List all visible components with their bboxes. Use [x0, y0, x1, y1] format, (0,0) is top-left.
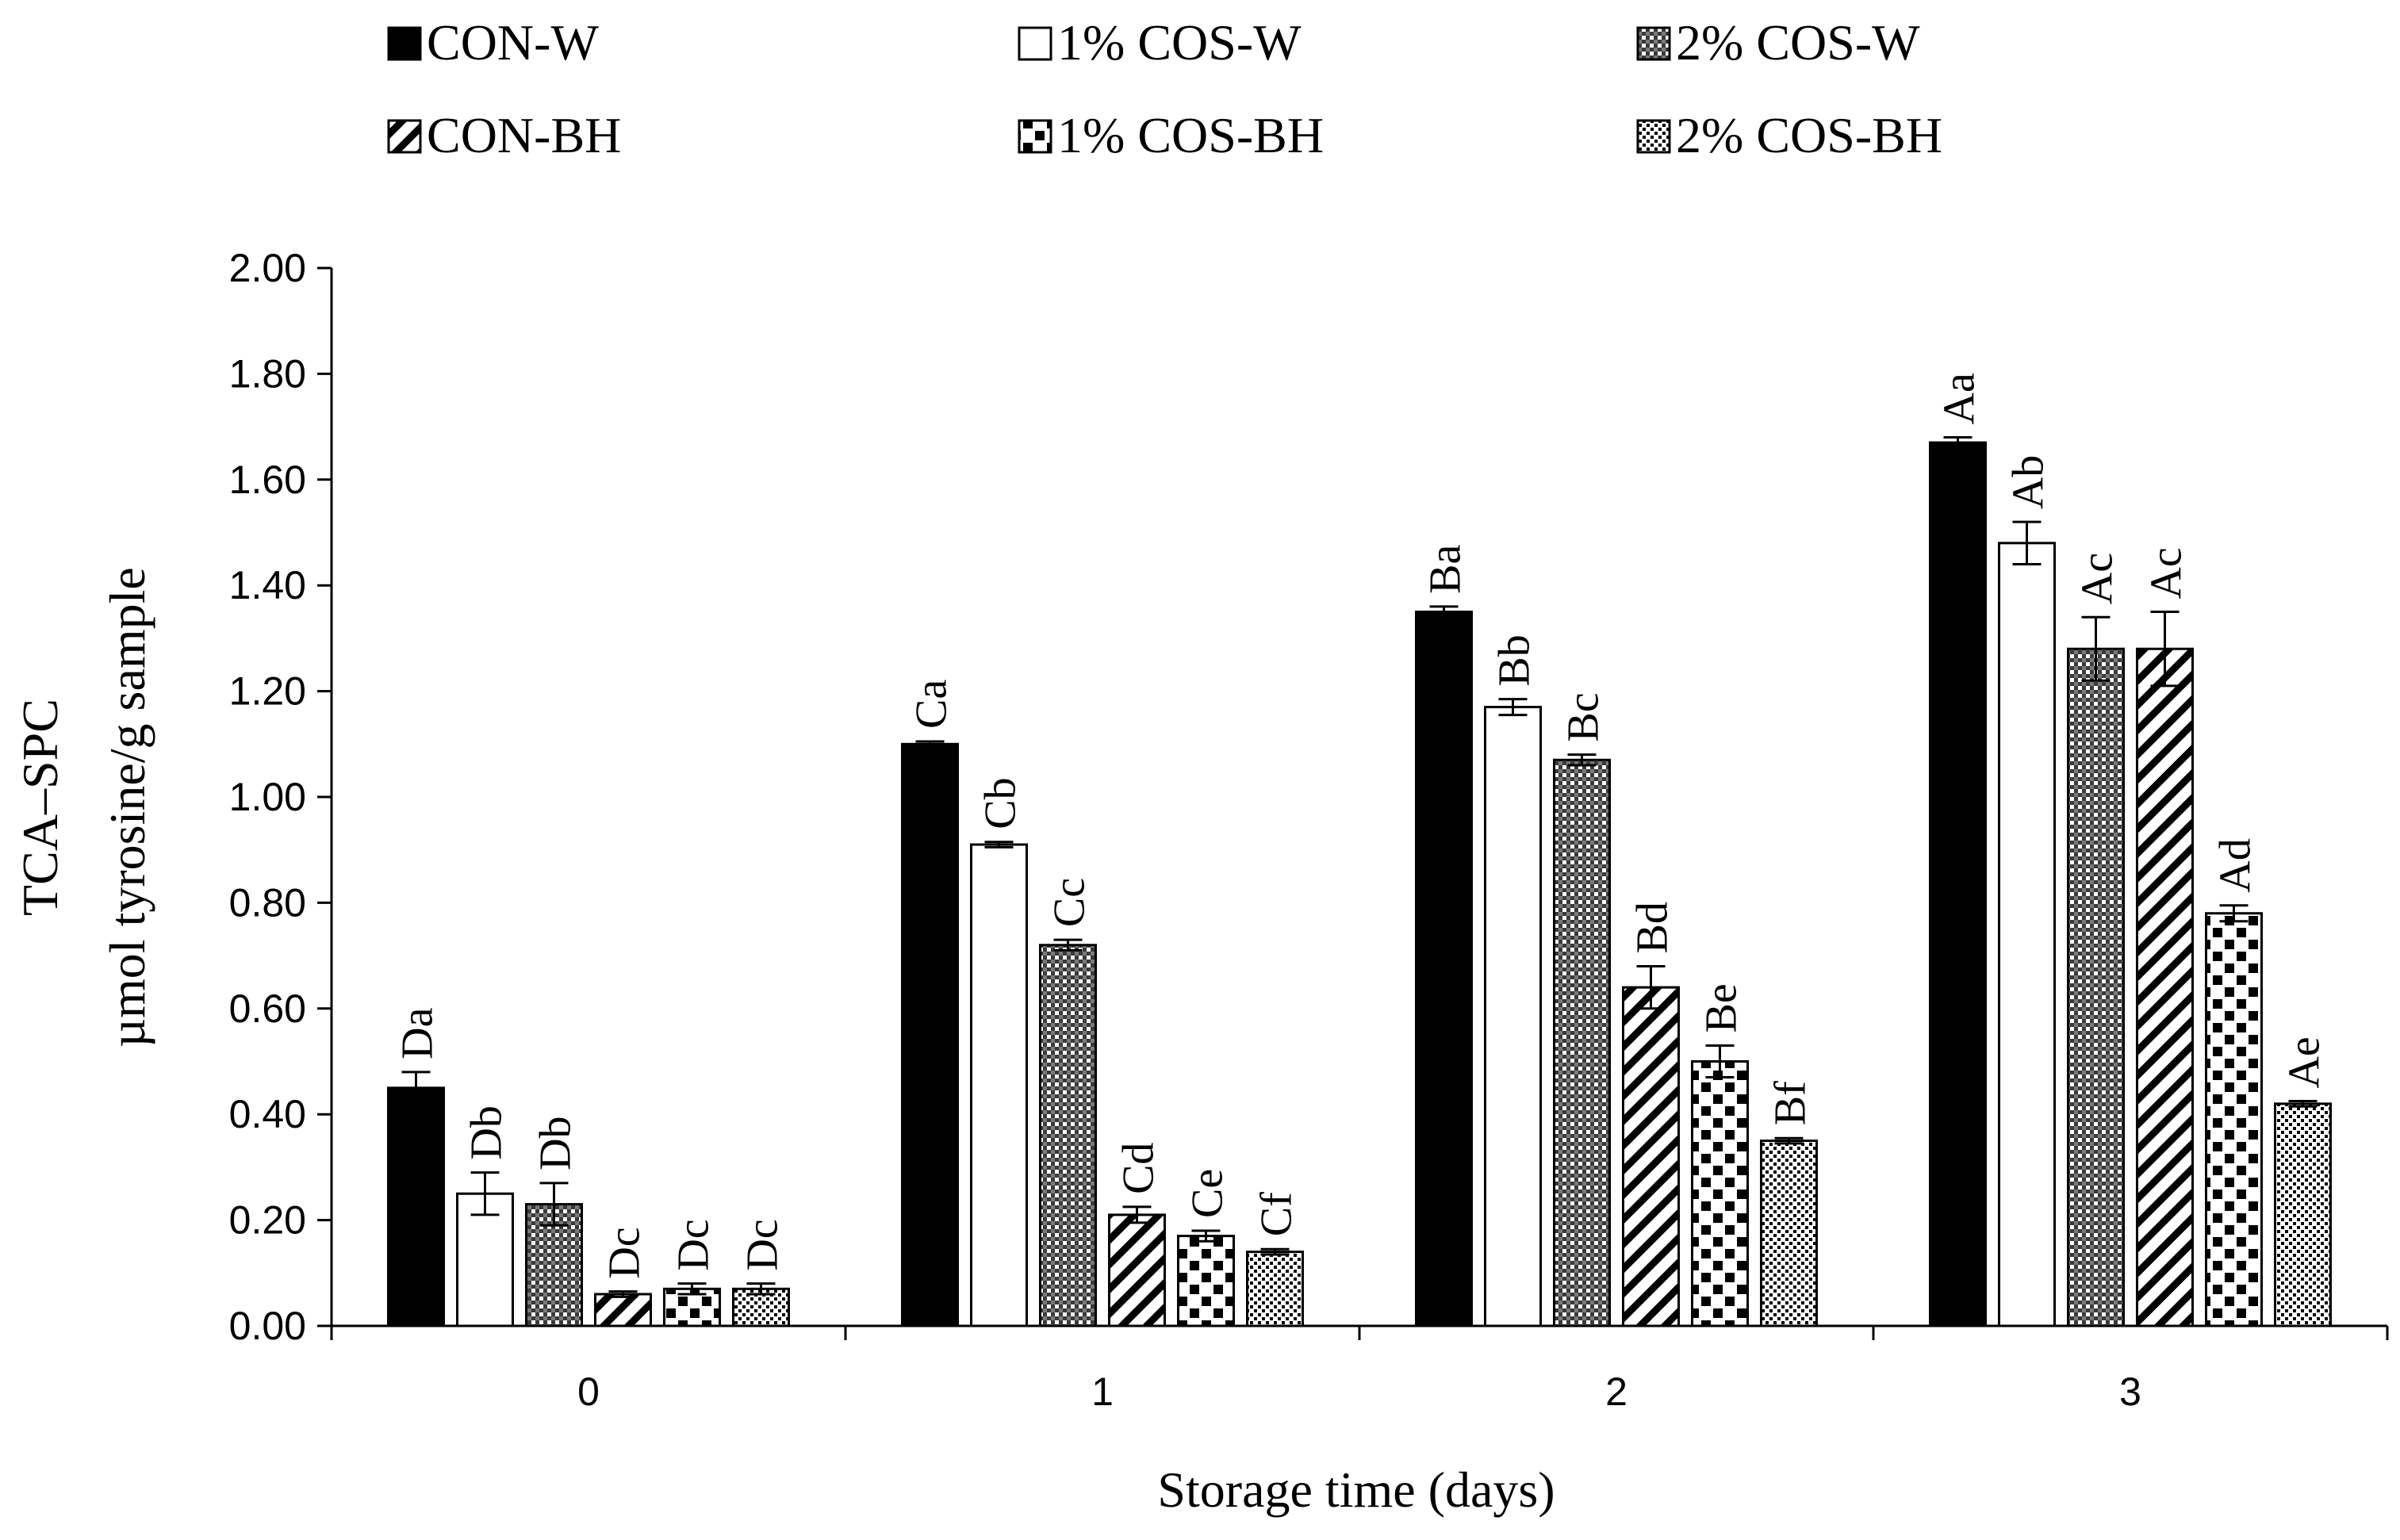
significance-label: Be	[1697, 983, 1746, 1032]
legend-swatch	[387, 119, 422, 154]
significance-label: Dc	[738, 1219, 788, 1270]
bar	[1108, 1213, 1166, 1327]
legend-label: CON-W	[427, 14, 599, 71]
legend-swatch	[1018, 119, 1052, 154]
bar	[901, 742, 959, 1327]
bar	[594, 1293, 652, 1327]
y-tick-label: 0.60	[229, 986, 306, 1031]
bar	[1622, 986, 1680, 1327]
legend-label: 1% COS-BH	[1057, 107, 1324, 163]
significance-label: Cd	[1114, 1143, 1164, 1194]
significance-label: Bd	[1628, 902, 1677, 953]
legend-label: 1% COS-W	[1057, 14, 1302, 71]
significance-label: Cb	[976, 777, 1026, 829]
significance-label: Ba	[1421, 545, 1470, 594]
x-axis-title: Storage time (days)	[1157, 1461, 1555, 1518]
bar	[2274, 1102, 2332, 1327]
legend-swatch	[1636, 26, 1671, 61]
bar	[387, 1086, 445, 1327]
legend-label: 2% COS-W	[1676, 14, 1920, 71]
y-tick-label: 0.80	[229, 880, 306, 925]
plot-area: Da Db Db Dc Dc Dc Ca Cb Cc Cd Ce Cf Ba Bb Bc Bd Be Bf Aa Ab…	[387, 373, 2332, 1327]
significance-label: Bf	[1766, 1081, 1815, 1125]
bar	[2205, 912, 2263, 1327]
x-tick-label: 0	[577, 1370, 600, 1414]
bar	[2067, 647, 2125, 1327]
legend-label: 2% COS-BH	[1676, 107, 1942, 163]
significance-label: Db	[462, 1105, 512, 1159]
legend-label: CON-BH	[427, 107, 621, 163]
y-tick-label: 1.00	[229, 775, 306, 819]
y-tick-label: 0.00	[229, 1304, 306, 1348]
x-tick-label: 3	[2119, 1370, 2141, 1414]
significance-label: Db	[531, 1116, 581, 1170]
y-axis-title-line2: µmol tyrosine/g sample	[99, 567, 155, 1048]
significance-label: Ac	[2142, 547, 2191, 599]
y-axis-title-line1: TCA–SPC	[12, 699, 68, 916]
bar	[1039, 944, 1097, 1327]
legend-swatch	[1018, 26, 1052, 61]
y-tick-label: 1.40	[229, 563, 306, 607]
x-axis: 0 1 2 3	[330, 1324, 2389, 1414]
significance-label: Ad	[2211, 838, 2260, 892]
bar	[1553, 758, 1611, 1327]
significance-label: Ce	[1183, 1169, 1233, 1218]
legend: CON-W 1% COS-W 2% COS-W CON-BH 1% COS-BH 2% C…	[387, 14, 1942, 163]
bar	[1246, 1251, 1304, 1327]
y-axis: 0.00 0.20 0.40 0.60 0.80 1.00 1.20 1.40 1.60 1.80…	[229, 246, 333, 1348]
y-tick-label: 2.00	[229, 246, 306, 290]
significance-label: Bc	[1559, 692, 1608, 741]
significance-label: Dc	[600, 1227, 650, 1278]
significance-label: Bb	[1490, 634, 1539, 686]
bar	[2136, 647, 2194, 1327]
y-tick-label: 1.60	[229, 458, 306, 502]
significance-label: Dc	[669, 1219, 719, 1270]
bar	[1929, 441, 1987, 1327]
bar	[1691, 1060, 1749, 1327]
bar	[1998, 542, 2056, 1327]
significance-label: Ac	[2073, 553, 2122, 604]
significance-label: Da	[393, 1007, 443, 1059]
x-tick-label: 2	[1605, 1370, 1627, 1414]
significance-label: Cf	[1252, 1192, 1302, 1236]
significance-label: Aa	[1935, 373, 1984, 424]
significance-label: Ca	[907, 680, 957, 729]
legend-swatch	[387, 26, 422, 61]
y-tick-label: 1.80	[229, 351, 306, 396]
bar	[1177, 1235, 1235, 1327]
legend-swatch	[1636, 119, 1671, 154]
y-tick-label: 0.40	[229, 1092, 306, 1136]
x-tick-label: 1	[1091, 1370, 1114, 1414]
bar	[970, 843, 1028, 1327]
y-tick-label: 0.20	[229, 1198, 306, 1243]
significance-label: Cc	[1045, 878, 1095, 927]
significance-label: Ab	[2004, 455, 2053, 509]
bar	[1484, 706, 1542, 1327]
bar	[1415, 611, 1473, 1327]
significance-label: Ae	[2280, 1036, 2329, 1088]
bar	[1760, 1140, 1818, 1327]
y-tick-label: 1.20	[229, 669, 306, 714]
